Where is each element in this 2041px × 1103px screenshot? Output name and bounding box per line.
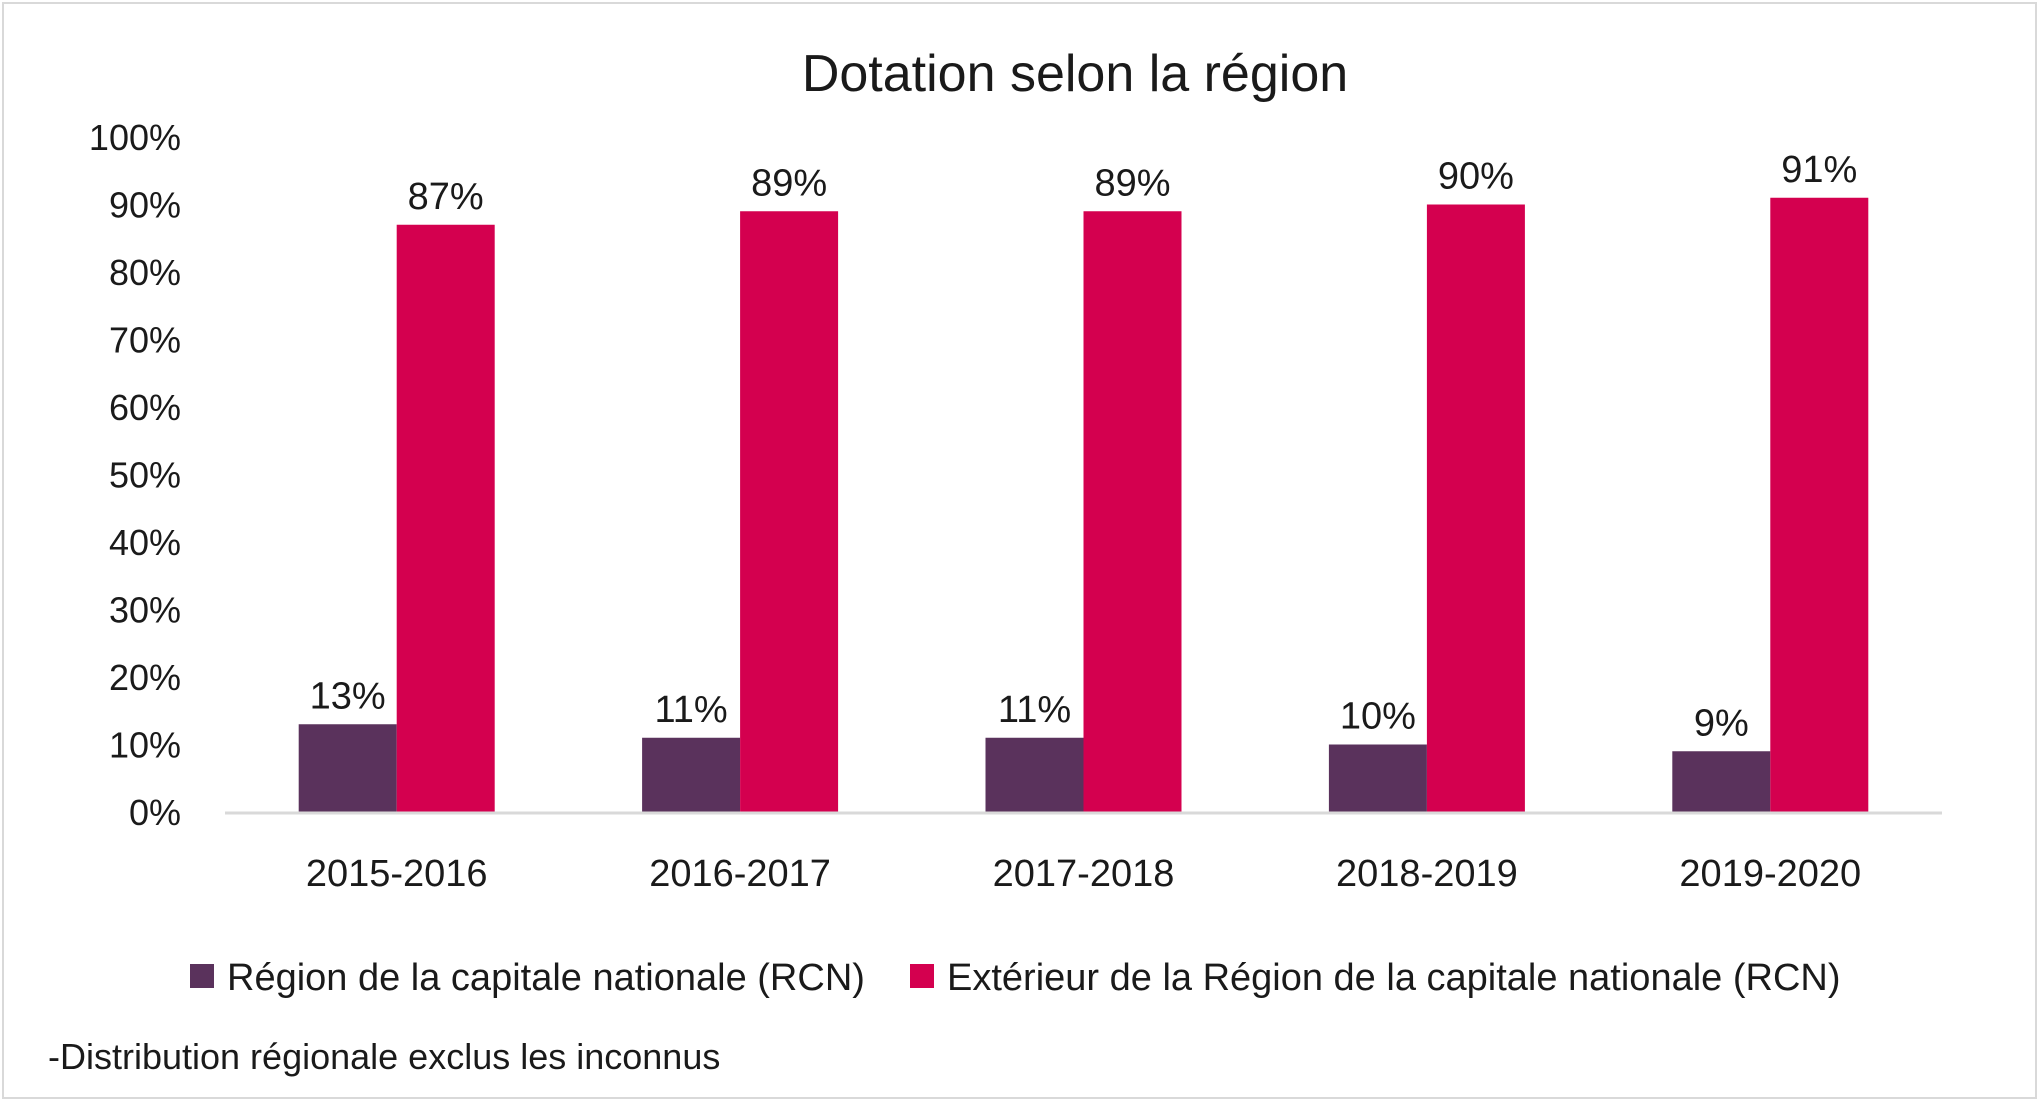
- x-tick-label: 2015-2016: [306, 853, 488, 895]
- chart-title: Dotation selon la région: [802, 45, 1348, 103]
- legend: Région de la capitale nationale (RCN) Ext…: [190, 957, 1840, 999]
- x-axis: 2015-2016 2016-2017 2017-2018 2018-2019 2019…: [306, 853, 1861, 895]
- y-tick-label: 30%: [109, 590, 181, 631]
- data-label: 89%: [751, 162, 827, 204]
- x-tick-label: 2018-2019: [1336, 853, 1518, 895]
- bar-exterieur-rcn: [1083, 211, 1182, 812]
- y-tick-label: 70%: [109, 320, 181, 361]
- y-tick-label: 60%: [109, 387, 181, 428]
- y-tick-label: 40%: [109, 522, 181, 563]
- data-label: 89%: [1094, 162, 1170, 204]
- footnote: -Distribution régionale exclus les incon…: [48, 1036, 720, 1077]
- data-label: 87%: [408, 176, 484, 218]
- y-tick-label: 50%: [109, 455, 181, 496]
- bar-rcn: [642, 737, 741, 812]
- y-tick-label: 10%: [109, 725, 181, 766]
- y-tick-label: 80%: [109, 252, 181, 293]
- legend-label: Extérieur de la Région de la capitale na…: [947, 957, 1840, 999]
- legend-label: Région de la capitale nationale (RCN): [227, 957, 865, 999]
- x-tick-label: 2017-2018: [993, 853, 1175, 895]
- bar-exterieur-rcn: [1426, 204, 1525, 812]
- plot-area: 13% 87% 11% 89% 11% 89% 10% 90% 9% 91%: [298, 149, 1869, 812]
- y-axis: 0% 10% 20% 30% 40% 50% 60% 70% 80% 90% 100%: [89, 117, 181, 833]
- legend-swatch: [190, 964, 214, 988]
- data-label: 11%: [654, 689, 727, 731]
- bar-exterieur-rcn: [396, 224, 495, 812]
- x-tick-label: 2019-2020: [1679, 853, 1861, 895]
- bar-rcn: [1672, 751, 1771, 812]
- bar-exterieur-rcn: [1770, 197, 1869, 812]
- bar-rcn: [298, 724, 397, 812]
- data-label: 90%: [1438, 156, 1514, 198]
- data-label: 91%: [1781, 149, 1857, 191]
- data-label: 11%: [998, 689, 1071, 731]
- data-label: 13%: [310, 675, 386, 717]
- data-label: 9%: [1694, 702, 1749, 744]
- x-tick-label: 2016-2017: [649, 853, 831, 895]
- y-tick-label: 0%: [129, 792, 181, 833]
- y-tick-label: 100%: [89, 117, 181, 158]
- bar-exterieur-rcn: [740, 211, 839, 812]
- y-tick-label: 90%: [109, 185, 181, 226]
- bar-rcn: [1328, 744, 1427, 812]
- y-tick-label: 20%: [109, 657, 181, 698]
- legend-swatch: [910, 964, 934, 988]
- bar-rcn: [985, 737, 1084, 812]
- data-label: 10%: [1340, 696, 1416, 738]
